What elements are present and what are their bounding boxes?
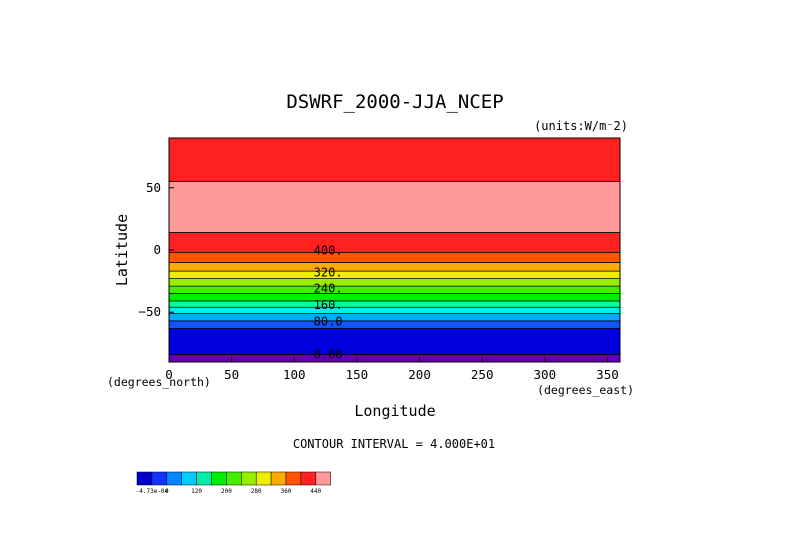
contour-lines <box>169 181 620 355</box>
y-axis-ticks: 50 0 −50 <box>138 180 174 319</box>
x-axis-label: Longitude <box>354 402 435 420</box>
x-tick-label: 300 <box>534 367 557 382</box>
colorbar-label: 120 <box>191 488 202 495</box>
x-unit-note: (degrees_east) <box>537 383 634 397</box>
contour-band <box>169 138 620 182</box>
colorbar-swatch <box>315 471 331 486</box>
x-tick-label: 150 <box>346 367 369 382</box>
units-label: (units:W/m⁻2) <box>534 119 628 133</box>
colorbar-label: 360 <box>281 488 292 495</box>
contour-band <box>169 320 620 329</box>
colorbar-swatch <box>151 471 168 486</box>
colorbar-swatch <box>166 471 182 486</box>
colorbar-swatch <box>136 471 153 486</box>
colorbar-swatch <box>226 471 242 486</box>
x-axis-ticks: 0 50 100 150 200 250 300 350 <box>165 357 619 382</box>
y-tick-label: 50 <box>146 180 161 195</box>
x-tick-label: 250 <box>471 367 494 382</box>
colorbar-label: 200 <box>221 488 232 495</box>
contour-band <box>169 313 620 321</box>
contour-label: 80.0 <box>314 315 343 329</box>
y-axis-label: Latitude <box>113 214 131 286</box>
colorbar-swatch <box>255 471 272 486</box>
contour-band <box>169 278 620 287</box>
colorbar-swatch <box>181 471 197 486</box>
contour-bands <box>169 138 620 362</box>
colorbar: -4.73e-040 120 200 280 360 440 <box>136 471 331 495</box>
x-tick-label: 350 <box>596 367 619 382</box>
x-tick-label: 100 <box>283 367 306 382</box>
contour-band <box>169 271 620 279</box>
colorbar-label: -4.73e-04 <box>136 488 169 495</box>
colorbar-label: 280 <box>251 488 262 495</box>
contour-label: 0.00 <box>314 348 343 362</box>
colorbar-swatch <box>270 471 287 486</box>
colorbar-swatch <box>300 471 317 486</box>
contour-band <box>169 262 620 272</box>
contour-label: 320. <box>314 265 343 279</box>
contour-label: 240. <box>314 282 343 296</box>
contour-label: 160. <box>314 298 343 312</box>
colorbar-swatch <box>211 471 227 486</box>
contour-label: 400. <box>314 244 343 258</box>
contour-band <box>169 181 620 233</box>
contour-labels: 400. 320. 240. 160. 80.0 0.00 <box>314 244 343 362</box>
contour-band <box>169 293 620 302</box>
y-unit-note: (degrees_north) <box>107 375 211 389</box>
contour-band <box>169 328 620 355</box>
colorbar-swatch <box>241 471 257 486</box>
contour-band <box>169 354 620 362</box>
contour-band <box>169 252 620 263</box>
x-tick-label: 0 <box>165 367 173 382</box>
contour-band <box>169 307 620 314</box>
colorbar-label: 440 <box>310 488 321 495</box>
x-tick-label: 50 <box>224 367 239 382</box>
contour-band <box>169 232 620 253</box>
colorbar-swatch <box>196 471 212 486</box>
y-tick-label: 0 <box>153 242 161 257</box>
contour-interval-text: CONTOUR INTERVAL = 4.000E+01 <box>293 437 495 451</box>
chart-title: DSWRF_2000-JJA_NCEP <box>286 91 503 113</box>
colorbar-label: 0 <box>165 488 169 495</box>
x-tick-label: 200 <box>408 367 431 382</box>
contour-band <box>169 286 620 294</box>
y-tick-label: −50 <box>138 304 161 319</box>
contour-band <box>169 301 620 308</box>
colorbar-swatch <box>285 471 302 486</box>
